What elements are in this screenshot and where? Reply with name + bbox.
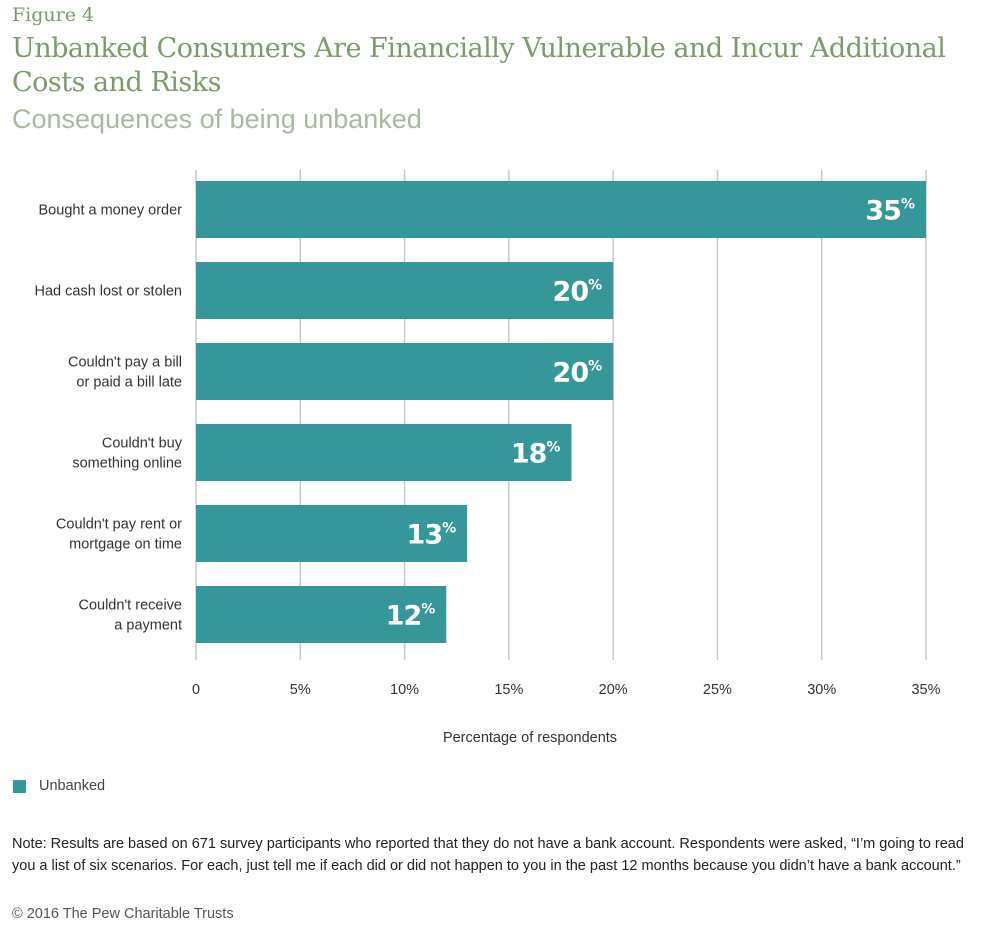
data-label: 20% bbox=[553, 277, 603, 308]
data-label: 35% bbox=[865, 196, 915, 227]
legend: Unbanked bbox=[13, 778, 105, 794]
data-label: 18% bbox=[511, 439, 561, 470]
category-label: Couldn't buy something online bbox=[72, 436, 182, 472]
x-tick-label: 15% bbox=[494, 682, 523, 698]
bar bbox=[196, 262, 614, 319]
copyright: © 2016 The Pew Charitable Trusts bbox=[12, 906, 234, 922]
legend-swatch bbox=[13, 779, 26, 793]
bar bbox=[196, 586, 447, 643]
x-tick-label: 5% bbox=[290, 682, 311, 698]
chart-title: Unbanked Consumers Are Financially Vulne… bbox=[12, 33, 946, 98]
chart-subtitle: Consequences of being unbanked bbox=[12, 104, 422, 134]
x-tick-label: 25% bbox=[703, 682, 732, 698]
bar bbox=[196, 424, 572, 481]
legend-label: Unbanked bbox=[39, 778, 106, 794]
bar bbox=[196, 181, 926, 238]
category-label: Couldn't receive a payment bbox=[78, 598, 182, 634]
data-label: 20% bbox=[553, 358, 603, 389]
bar bbox=[196, 343, 614, 400]
data-label: 12% bbox=[386, 601, 436, 632]
bar-chart: 0 5% 10% 15% 20% 25% 30% 35% 35% Bought a money o… bbox=[35, 170, 941, 698]
x-tick-label: 30% bbox=[807, 682, 836, 698]
category-label: Couldn't pay a bill or paid a bill late bbox=[68, 355, 182, 391]
x-tick-label: 0 bbox=[192, 682, 200, 698]
figure-label: Figure 4 bbox=[12, 4, 95, 26]
category-label: Bought a money order bbox=[39, 203, 183, 219]
x-tick-label: 10% bbox=[390, 682, 419, 698]
x-tick-label: 20% bbox=[599, 682, 628, 698]
x-axis-label: Percentage of respondents bbox=[442, 730, 618, 746]
note: Note: Results are based on 671 survey pa… bbox=[12, 836, 964, 874]
category-label: Had cash lost or stolen bbox=[35, 284, 183, 300]
bar bbox=[196, 505, 468, 562]
x-tick-label: 35% bbox=[911, 682, 940, 698]
data-label: 13% bbox=[407, 520, 457, 551]
category-label: Couldn't pay rent or mortgage on time bbox=[56, 517, 182, 553]
